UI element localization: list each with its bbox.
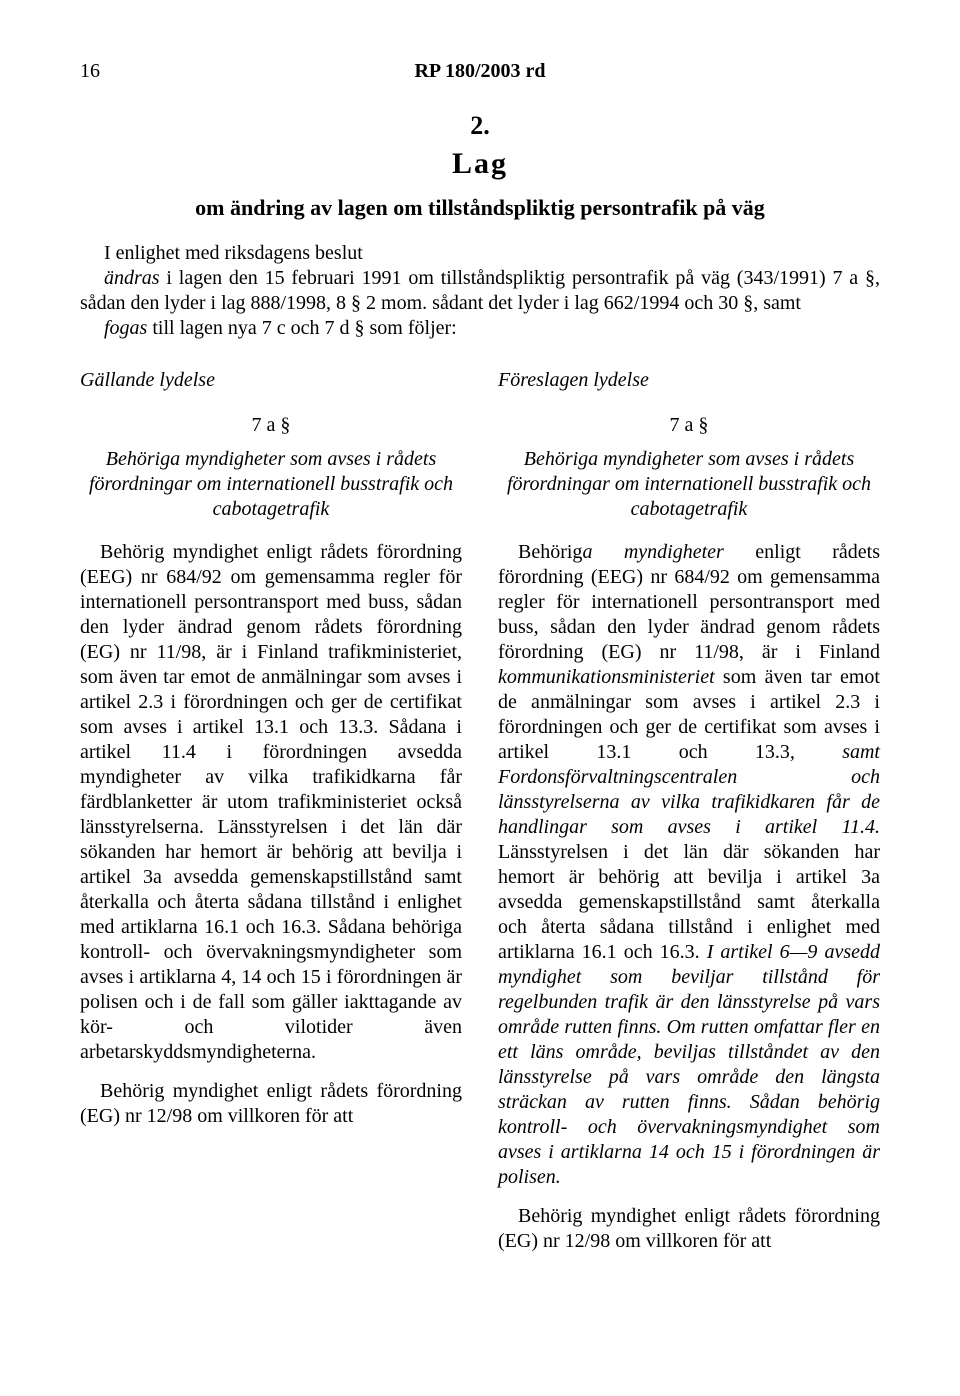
right-column-header: Föreslagen lydelse (498, 369, 880, 392)
left-column: Gällande lydelse 7 a § Behöriga myndighe… (80, 369, 462, 1268)
right-paragraph-1: Behöriga myndigheter enligt rådets föror… (498, 540, 880, 1190)
preamble: I enlighet med riksdagens beslut ändras … (80, 241, 880, 341)
right-paragraph-2-text: Behörig myndighet enligt rådets förordni… (498, 1205, 880, 1252)
preamble-line2: i lagen den 15 februari 1991 om tillstån… (80, 267, 880, 314)
right-column: Föreslagen lydelse 7 a § Behöriga myndig… (498, 369, 880, 1268)
header-spacer (860, 60, 880, 83)
rp1-b: a myndigheter (582, 541, 723, 563)
preamble-line3: till lagen nya 7 c och 7 d § som följer: (147, 317, 456, 339)
left-paragraph-1: Behörig myndighet enligt rådets förordni… (80, 540, 462, 1065)
left-section-title: Behöriga myndigheter som avses i rådets … (80, 447, 462, 522)
left-paragraph-2-text: Behörig myndighet enligt rådets förordni… (80, 1080, 462, 1127)
preamble-verb-fogas: fogas (104, 317, 147, 339)
rp1-h: I artikel 6—9 avsedd myndighet som bevil… (498, 941, 880, 1188)
page-number: 16 (80, 60, 100, 83)
law-subtitle: om ändring av lagen om tillståndspliktig… (80, 195, 880, 221)
preamble-line1: I enlighet med riksdagens beslut (104, 242, 363, 264)
left-section-label: 7 a § (80, 414, 462, 437)
two-column-layout: Gällande lydelse 7 a § Behöriga myndighe… (80, 369, 880, 1268)
right-paragraph-2: Behörig myndighet enligt rådets förordni… (498, 1204, 880, 1254)
law-number: 2. (80, 111, 880, 141)
page-header: 16 RP 180/2003 rd (80, 60, 880, 83)
page: 16 RP 180/2003 rd 2. Lag om ändring av l… (0, 0, 960, 1308)
left-column-header: Gällande lydelse (80, 369, 462, 392)
right-section-title: Behöriga myndigheter som avses i rådets … (498, 447, 880, 522)
rp1-d: kommunikationsministeriet (498, 666, 715, 688)
preamble-verb-andras: ändras (104, 267, 160, 289)
left-paragraph-1-text: Behörig myndighet enligt rådets förordni… (80, 541, 462, 1063)
rp1-a: Behörig (518, 541, 582, 563)
left-paragraph-2: Behörig myndighet enligt rådets förordni… (80, 1079, 462, 1129)
right-section-label: 7 a § (498, 414, 880, 437)
law-title: Lag (80, 147, 880, 181)
document-id: RP 180/2003 rd (414, 60, 545, 83)
